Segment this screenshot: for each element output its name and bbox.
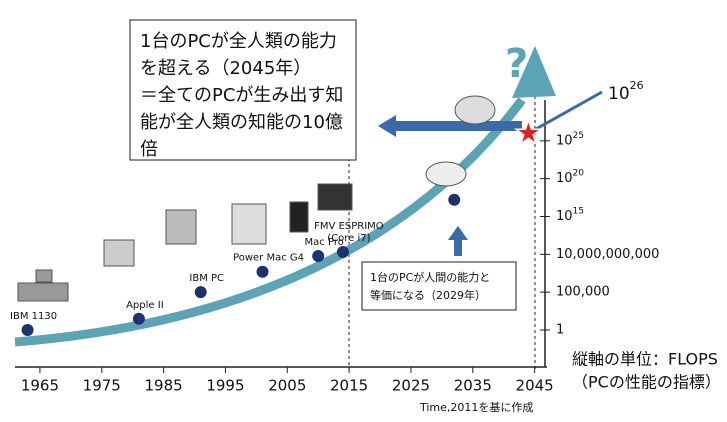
data-point: [336, 246, 349, 259]
data-point: [194, 286, 207, 299]
source-note: Time,2011を基に作成: [419, 401, 533, 414]
icon-brain: [425, 161, 467, 187]
note-line: 等価になる（2029年）: [370, 288, 486, 302]
x-tick-label: 1995: [206, 377, 244, 395]
icon-powermac: [231, 203, 267, 245]
note-line: 1台のPCが全人類の能力: [140, 31, 337, 52]
note-box-1: [129, 19, 357, 161]
icon-macpro: [289, 201, 309, 233]
note-line: を超える（2045年）: [140, 58, 311, 79]
note-box-2: [361, 261, 517, 311]
y-tick-label: 1: [556, 322, 564, 337]
y-tick-label: 100,000: [556, 285, 610, 300]
highlight-star: [513, 117, 544, 146]
point-label: Power Mac G4: [233, 253, 304, 264]
x-tick-label: 1965: [21, 377, 59, 395]
question-mark: ?: [505, 41, 528, 87]
icon-ibmpc: [165, 209, 197, 245]
compare-arrowhead: [378, 115, 396, 137]
point-label: Mac Pro: [305, 237, 344, 248]
unit-note: 縦軸の単位：FLOPS: [572, 350, 718, 369]
trend-curve: [14, 97, 526, 347]
unit-note: （PCの性能の指標）: [572, 373, 721, 392]
note-line: 1台のPCが人間の能力と: [370, 270, 490, 284]
x-tick-label: 1975: [83, 377, 121, 395]
x-tick-label: 2045: [516, 377, 554, 395]
point-label: FMV ESPRIMO: [314, 221, 384, 232]
point-label: Apple II: [126, 300, 164, 311]
up-arrow: [448, 226, 468, 256]
icon-ibm1130-top: [35, 269, 53, 283]
point-label: IBM 1130: [10, 311, 57, 322]
data-point: [132, 312, 145, 325]
highlight-exponent: 26: [630, 79, 644, 92]
data-point: [256, 265, 269, 278]
point-label: (Core i7): [327, 233, 370, 244]
icon-brain-globe: [454, 95, 496, 125]
point-label: IBM PC: [189, 273, 224, 284]
icon-apple2: [103, 239, 135, 267]
note-line: 倍: [140, 139, 158, 160]
trend-arrowhead: [512, 46, 556, 98]
data-point: [312, 249, 325, 262]
icon-fmv: [317, 183, 353, 211]
note-line: 能が全人類の知能の10億: [140, 112, 343, 133]
data-point: [448, 193, 461, 206]
x-tick-label: 2035: [454, 377, 492, 395]
x-tick-label: 2005: [268, 377, 306, 395]
note-line: ＝全てのPCが生み出す知: [140, 85, 343, 106]
data-point: [21, 323, 34, 336]
y-tick-label: 10,000,000,000: [556, 247, 659, 262]
highlight-leader: [527, 90, 603, 135]
y-tick-exponent: 25: [573, 130, 584, 140]
y-tick-exponent: 15: [573, 206, 584, 216]
x-tick-label: 1985: [145, 377, 183, 395]
icon-ibm1130: [17, 282, 69, 302]
x-tick-label: 2015: [330, 377, 368, 395]
x-tick-label: 2025: [392, 377, 430, 395]
icons: [17, 95, 496, 302]
y-tick-exponent: 20: [573, 168, 585, 178]
